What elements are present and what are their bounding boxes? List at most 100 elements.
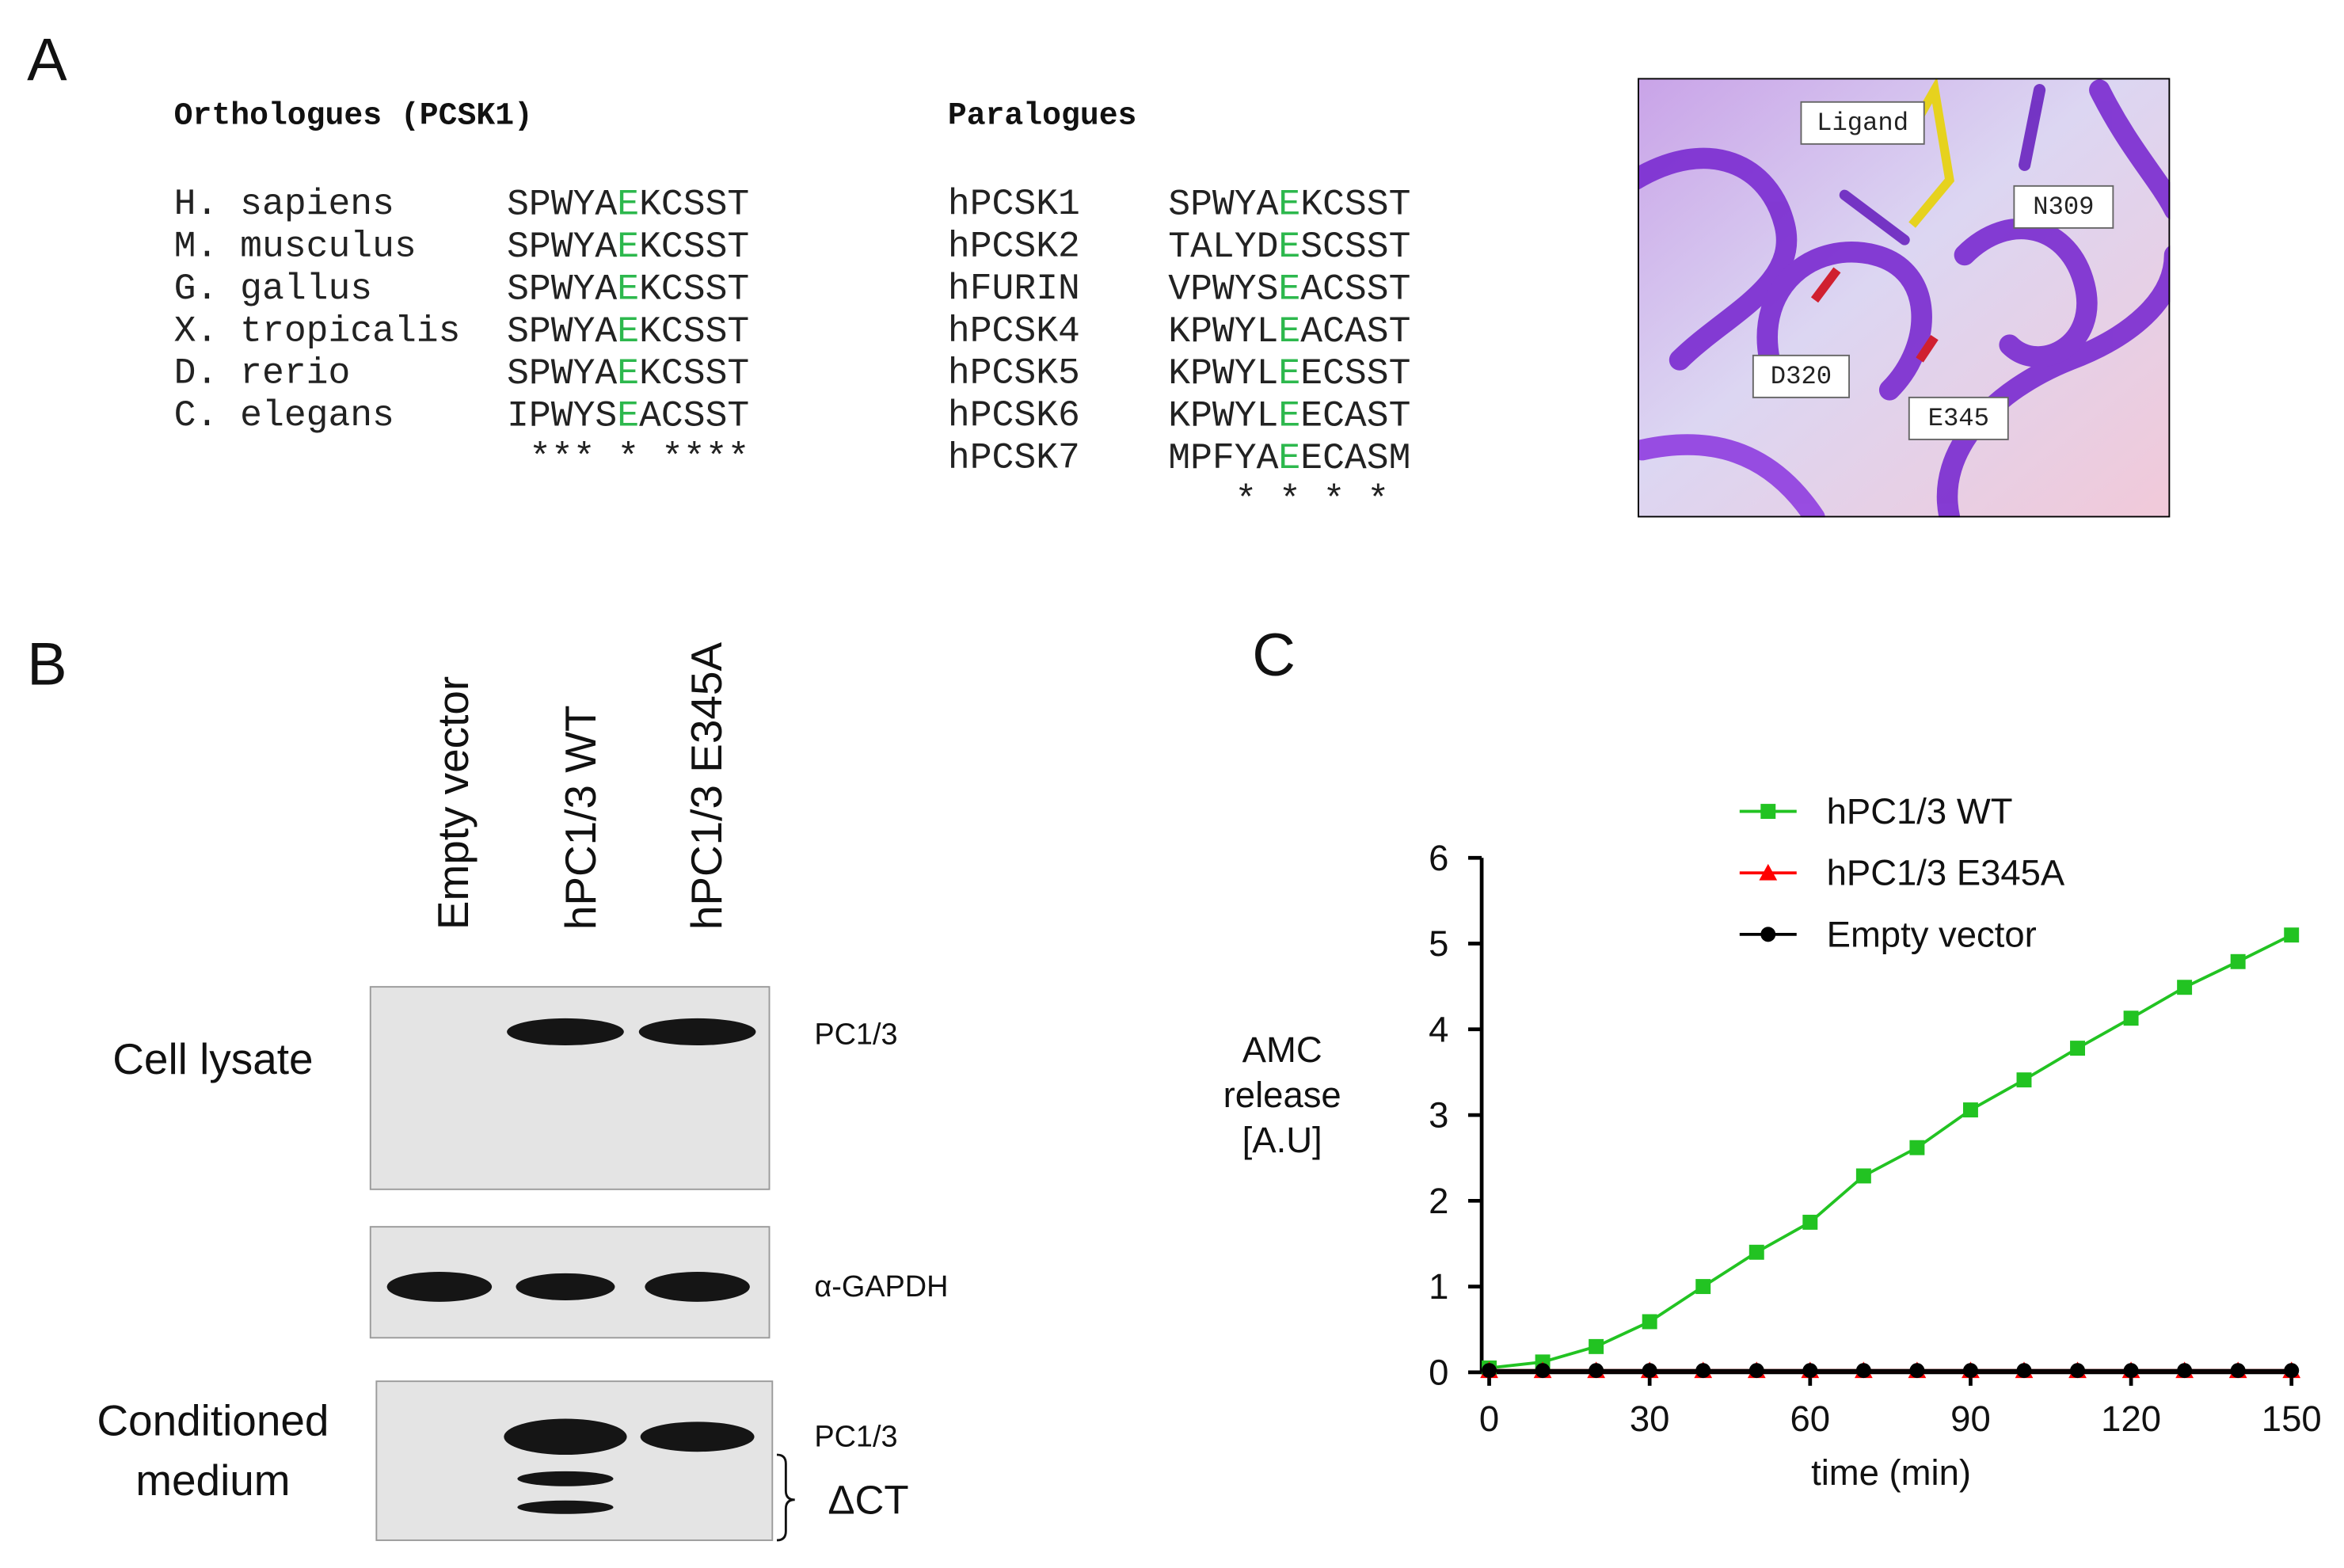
legend-label: hPC1/3 E345A (1827, 853, 2065, 893)
sequence-part: SPWYA (507, 225, 617, 267)
species-name: hPCSK7 (948, 437, 1080, 479)
species-name: C. elegans (174, 394, 394, 436)
marker (2123, 1363, 2139, 1379)
legend-label: Empty vector (1827, 914, 2037, 954)
sequence-part: ECSST (1300, 352, 1410, 394)
y-axis-title: [A.U] (1242, 1120, 1322, 1160)
species-name: hPCSK6 (948, 394, 1080, 436)
sequence-part: ECASM (1300, 437, 1410, 479)
sequence: SPWYAEKCSST (507, 183, 749, 225)
y-axis-title: release (1223, 1075, 1341, 1115)
label-box (1800, 101, 1925, 145)
sequence-part: KCSST (639, 310, 749, 352)
lane-label: Empty vector (428, 676, 478, 930)
label-box (2013, 185, 2114, 229)
marker (2284, 1363, 2300, 1379)
species-name: hPCSK5 (948, 352, 1080, 394)
sequence-part: ECAST (1300, 394, 1410, 436)
sequence-part: KPWYL (1168, 352, 1278, 394)
marker (1642, 1363, 1657, 1379)
conserved-residue: E (1278, 268, 1300, 310)
marker (2230, 953, 2246, 969)
band (645, 1271, 750, 1302)
sequence-part: KCSST (639, 183, 749, 225)
conserved-residue: E (617, 394, 639, 436)
sequence: KPWYLEACAST (1168, 310, 1410, 352)
band (517, 1471, 614, 1486)
lane-label: hPC1/3 WT (556, 705, 605, 930)
sequence-part: KCSST (1300, 183, 1410, 225)
marker (2123, 1010, 2139, 1026)
structure-label: E345 (1928, 404, 1989, 433)
x-tick-label: 0 (1479, 1399, 1499, 1439)
marker (1695, 1279, 1711, 1295)
band (640, 1421, 755, 1452)
sequence: TALYDESCSST (1168, 225, 1410, 267)
conserved-residue: E (617, 352, 639, 394)
marker (2070, 1041, 2086, 1056)
y-tick-label: 3 (1429, 1095, 1448, 1136)
species-name: hPCSK2 (948, 225, 1080, 267)
marker (2230, 1363, 2246, 1379)
marker (1962, 1102, 1978, 1118)
marker (1589, 1338, 1604, 1354)
x-axis-title: time (min) (1811, 1452, 1971, 1493)
marker (2016, 1072, 2032, 1088)
marker (1909, 1363, 1925, 1379)
sequence: SPWYAEKCSST (507, 310, 749, 352)
y-axis-title: AMC (1242, 1029, 1322, 1070)
sequence: VPWYSEACSST (1168, 268, 1410, 310)
marker (1802, 1214, 1818, 1230)
marker (2284, 927, 2300, 943)
species-name: M. musculus (174, 225, 417, 267)
marker (1642, 1314, 1657, 1330)
blot-label: Cell lysate (112, 1034, 313, 1083)
band (504, 1418, 627, 1455)
x-tick-label: 60 (1790, 1399, 1831, 1439)
panel-label: C (1252, 622, 1296, 689)
conserved-residue: E (617, 225, 639, 267)
marker (2016, 1363, 2032, 1379)
species-name: D. rerio (174, 352, 351, 394)
sequence: KPWYLEECSST (1168, 352, 1410, 394)
sequence: SPWYAEKCSST (507, 352, 749, 394)
sequence-part: VPWYS (1168, 268, 1278, 310)
sequence-part: SPWYA (507, 268, 617, 310)
alignment-title: Paralogues (948, 97, 1137, 133)
marker (1535, 1363, 1551, 1379)
species-name: hPCSK4 (948, 310, 1080, 352)
sequence-part: KCSST (639, 268, 749, 310)
marker (1802, 1363, 1818, 1379)
marker (2177, 1363, 2193, 1379)
structure-label: D320 (1771, 362, 1832, 391)
x-tick-label: 30 (1630, 1399, 1670, 1439)
species-name: G. gallus (174, 268, 372, 310)
marker (1962, 1363, 1978, 1379)
marker (2177, 980, 2193, 995)
sequence-part: SPWYA (507, 183, 617, 225)
sequence-part: TALYD (1168, 225, 1278, 267)
band (507, 1018, 624, 1045)
sequence: MPFYAEECASM (1168, 437, 1410, 479)
legend-marker (1760, 927, 1776, 942)
sequence-part: KCSST (639, 225, 749, 267)
fragment-label: ΔCT (828, 1477, 908, 1522)
sequence-part: KPWYL (1168, 310, 1278, 352)
band (386, 1271, 493, 1302)
y-tick-label: 6 (1429, 838, 1448, 878)
conserved-residue: E (617, 310, 639, 352)
conserved-residue: E (1278, 352, 1300, 394)
alignment-title: Orthologues (PCSK1) (174, 97, 533, 133)
marker (1695, 1363, 1711, 1379)
sequence-part: ACSST (639, 394, 749, 436)
sequence-part: SCSST (1300, 225, 1410, 267)
conserved-residue: E (1278, 310, 1300, 352)
species-name: X. tropicalis (174, 310, 461, 352)
x-tick-label: 90 (1950, 1399, 1991, 1439)
blot-marker: α-GAPDH (814, 1270, 948, 1303)
y-tick-label: 0 (1429, 1352, 1448, 1392)
sequence: SPWYAEKCSST (1168, 183, 1410, 225)
marker (1855, 1363, 1871, 1379)
conserved-residue: E (1278, 437, 1300, 479)
